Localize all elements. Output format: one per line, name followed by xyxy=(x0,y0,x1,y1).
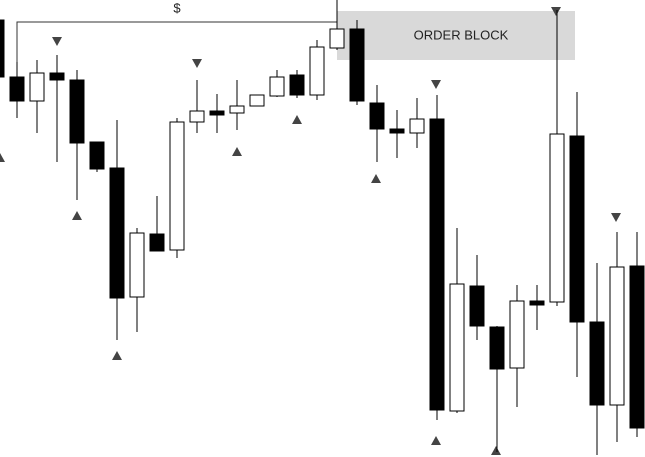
candle-body xyxy=(469,285,485,327)
candle-body xyxy=(169,121,185,251)
candle-body xyxy=(449,283,465,412)
candle-body xyxy=(189,110,205,123)
up-marker xyxy=(0,153,5,162)
candle-body xyxy=(369,102,385,130)
signal-markers xyxy=(0,7,621,455)
up-marker xyxy=(371,174,381,183)
candle-body xyxy=(629,265,645,429)
down-marker xyxy=(611,213,621,222)
candle-body xyxy=(409,118,425,134)
candle-body xyxy=(589,321,605,406)
candle-body xyxy=(109,167,125,299)
order-block-label: ORDER BLOCK xyxy=(414,27,509,42)
candle-body xyxy=(509,300,525,369)
candle-body xyxy=(9,76,25,102)
down-marker xyxy=(431,80,441,89)
candle-body xyxy=(249,94,265,107)
up-marker xyxy=(431,436,441,445)
candle-body xyxy=(229,105,245,114)
bracket-label: $ xyxy=(173,0,181,15)
candle-body xyxy=(429,118,445,411)
down-marker xyxy=(52,37,62,46)
candle-body xyxy=(49,72,65,81)
order-block-zone xyxy=(337,11,575,60)
candle-body xyxy=(489,326,505,370)
candle-body xyxy=(0,19,5,78)
candle-body xyxy=(129,232,145,298)
candle-body xyxy=(549,133,565,303)
candle-body xyxy=(29,72,45,102)
up-marker xyxy=(72,211,82,220)
down-marker xyxy=(551,7,561,16)
candle-body xyxy=(349,28,365,102)
candle-body xyxy=(329,28,345,49)
candle-body xyxy=(569,135,585,323)
candle-body xyxy=(609,266,625,406)
up-marker xyxy=(112,351,122,360)
candle-body xyxy=(69,79,85,144)
candle-body xyxy=(389,128,405,134)
candle-body xyxy=(529,300,545,306)
candle-body xyxy=(149,233,165,252)
bracket-line xyxy=(16,11,338,77)
candle-body xyxy=(209,110,225,116)
up-marker xyxy=(491,446,501,455)
candle-body xyxy=(89,141,105,170)
candle-body xyxy=(289,74,305,96)
candle-body xyxy=(269,76,285,97)
candle-body xyxy=(309,46,325,96)
down-marker xyxy=(192,59,202,68)
up-marker xyxy=(292,115,302,124)
up-marker xyxy=(232,147,242,156)
